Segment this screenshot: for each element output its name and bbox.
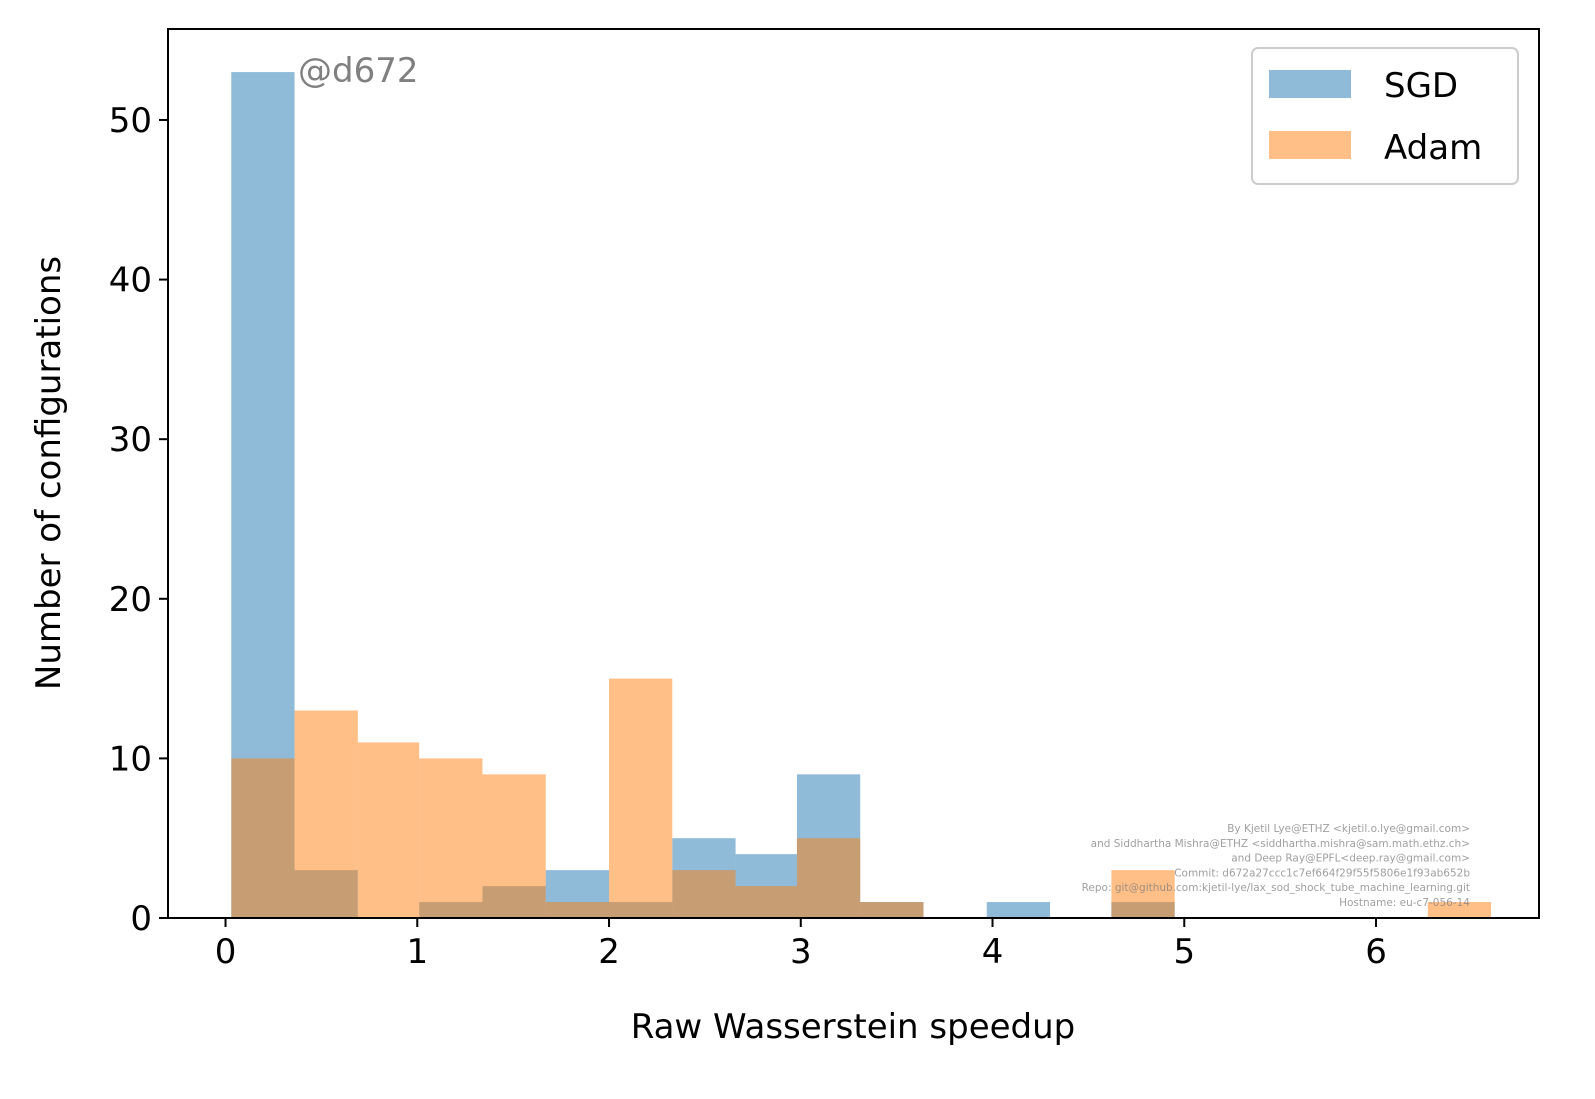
histogram-bar — [1111, 870, 1175, 918]
legend-swatch-sgd — [1269, 70, 1351, 98]
x-axis-label: Raw Wasserstein speedup — [631, 1007, 1076, 1047]
footer-line: Commit: d672a27ccc1c7ef664f29f55f5806e1f… — [1174, 867, 1470, 879]
legend-swatch-adam — [1269, 131, 1351, 159]
x-tick-label: 3 — [790, 932, 812, 972]
x-tick-label: 6 — [1365, 932, 1387, 972]
footer-line: Hostname: eu-c7-056-14 — [1339, 897, 1470, 909]
x-tick-label: 0 — [215, 932, 237, 972]
histogram-bar — [482, 774, 546, 918]
x-tick-label: 4 — [982, 932, 1004, 972]
histogram-bar — [860, 902, 924, 918]
x-tick-label: 1 — [406, 932, 428, 972]
footer-text: By Kjetil Lye@ETHZ <kjetil.o.lye@gmail.c… — [1082, 823, 1471, 909]
histogram-bar — [796, 838, 861, 918]
y-tick-label: 40 — [109, 261, 152, 301]
y-axis-label: Number of configurations — [29, 256, 69, 690]
histogram-bar — [357, 742, 420, 918]
histogram-bar — [986, 902, 1051, 918]
y-axis-ticks: 0 10 20 30 40 50 — [109, 101, 168, 939]
y-tick-label: 30 — [109, 420, 152, 460]
histogram-bar — [294, 710, 358, 918]
legend-label-sgd: SGD — [1384, 66, 1458, 106]
x-tick-label: 2 — [598, 932, 620, 972]
histogram-bar — [1427, 902, 1492, 918]
x-axis-ticks: 0 1 2 3 4 5 6 — [215, 918, 1387, 972]
histogram-bar — [735, 886, 797, 918]
x-tick-label: 5 — [1173, 932, 1195, 972]
histogram-bar — [231, 758, 295, 918]
footer-line: and Deep Ray@EPFL<deep.ray@gmail.com> — [1231, 853, 1470, 865]
y-tick-label: 20 — [109, 580, 152, 620]
y-tick-label: 10 — [109, 739, 152, 779]
annotations-layer: @d672 — [298, 51, 418, 91]
bars-layer — [231, 72, 1492, 918]
histogram-bar — [672, 870, 736, 918]
y-tick-label: 50 — [109, 101, 152, 141]
legend-label-adam: Adam — [1384, 128, 1482, 168]
histogram-bar — [609, 678, 673, 918]
series-adam — [231, 678, 1492, 918]
footer-line: By Kjetil Lye@ETHZ <kjetil.o.lye@gmail.c… — [1227, 823, 1470, 835]
y-tick-label: 0 — [130, 899, 152, 939]
commit-annotation: @d672 — [298, 51, 418, 91]
plot-frame — [167, 28, 1540, 919]
histogram-bar — [419, 758, 483, 918]
histogram-bar — [545, 902, 610, 918]
legend[interactable]: SGD Adam — [1251, 47, 1519, 185]
footer-line: and Siddhartha Mishra@ETHZ <siddhartha.m… — [1091, 838, 1470, 850]
footer-line: Repo: git@github.com:kjetil-lye/lax_sod_… — [1082, 882, 1470, 894]
